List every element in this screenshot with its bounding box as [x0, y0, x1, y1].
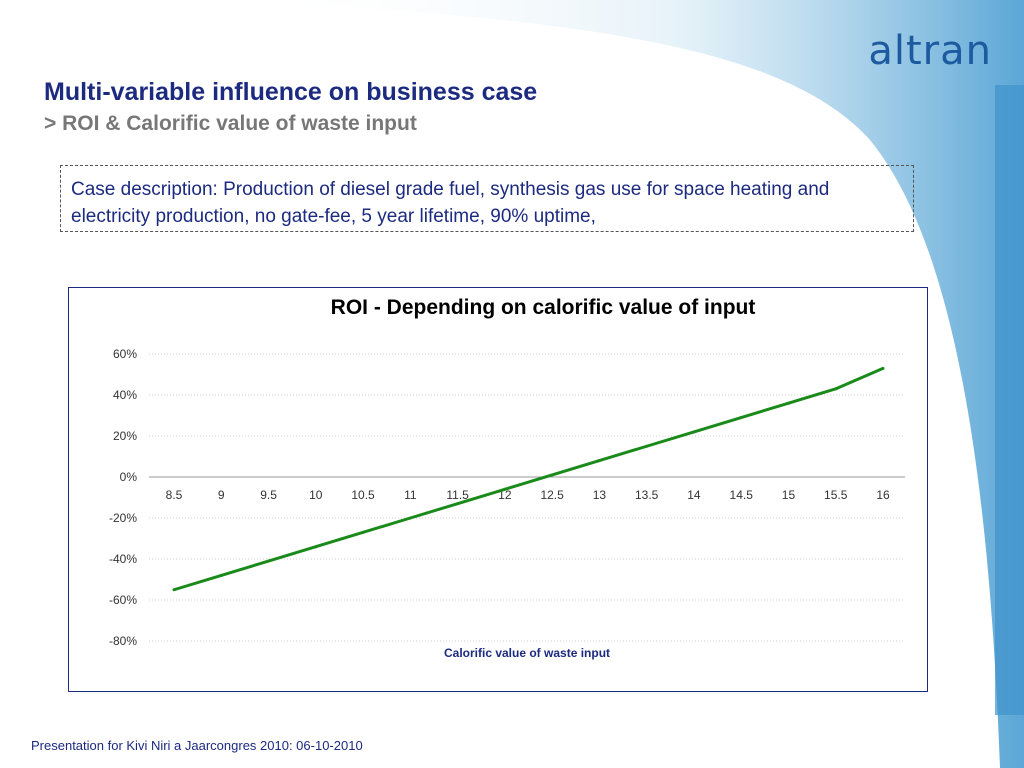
x-tick-label: 10.5 [351, 488, 375, 502]
data-point [550, 473, 554, 477]
y-tick-label: 20% [113, 429, 137, 443]
x-tick-label: 15 [782, 488, 796, 502]
x-tick-label: 16 [876, 488, 890, 502]
data-point [739, 416, 743, 420]
x-tick-label: 15.5 [824, 488, 848, 502]
x-tick-label: 14.5 [730, 488, 754, 502]
x-tick-label: 9.5 [260, 488, 277, 502]
x-tick-label: 11 [404, 488, 417, 502]
y-tick-label: 40% [113, 388, 137, 402]
y-tick-label: -20% [109, 511, 137, 525]
series-line [173, 366, 884, 592]
data-point [645, 444, 649, 448]
y-tick-label: -80% [109, 634, 137, 648]
x-tick-label: 13 [593, 488, 607, 502]
x-axis-label: Calorific value of waste input [444, 646, 610, 660]
x-tick-label: 8.5 [166, 488, 183, 502]
y-tick-label: 0% [120, 470, 138, 484]
data-point [172, 588, 176, 592]
data-point [361, 530, 365, 534]
case-description-box: Case description: Production of diesel g… [60, 165, 914, 232]
y-tick-label: -40% [109, 552, 137, 566]
case-description-text: Case description: Production of diesel g… [71, 179, 830, 227]
data-point [456, 502, 460, 506]
data-point [408, 516, 412, 520]
data-point [881, 366, 885, 370]
x-tick-label: 10 [309, 488, 323, 502]
x-tick-label: 14 [687, 488, 701, 502]
data-point [786, 401, 790, 405]
slide-subtitle: > ROI & Calorific value of waste input [44, 112, 417, 135]
brand-logo: altran [868, 28, 992, 74]
chart-frame: ROI - Depending on calorific value of in… [68, 287, 928, 692]
y-tick-label: -60% [109, 593, 137, 607]
brand-logo-text: altran [868, 28, 992, 74]
data-point [597, 459, 601, 463]
roi-line-chart: ROI - Depending on calorific value of in… [109, 296, 905, 660]
data-point [834, 387, 838, 391]
chart-title: ROI - Depending on calorific value of in… [331, 296, 756, 319]
x-tick-label: 13.5 [635, 488, 659, 502]
y-tick-label: 60% [113, 347, 137, 361]
data-point [314, 545, 318, 549]
data-point [219, 573, 223, 577]
slide-title: Multi-variable influence on business cas… [44, 78, 538, 106]
data-point [267, 559, 271, 563]
x-tick-label: 11.5 [446, 488, 469, 502]
x-tick-label: 9 [218, 488, 225, 502]
data-point [692, 430, 696, 434]
footer-text: Presentation for Kivi Niri a Jaarcongres… [31, 738, 363, 753]
x-tick-label: 12.5 [540, 488, 564, 502]
data-point [503, 487, 507, 491]
